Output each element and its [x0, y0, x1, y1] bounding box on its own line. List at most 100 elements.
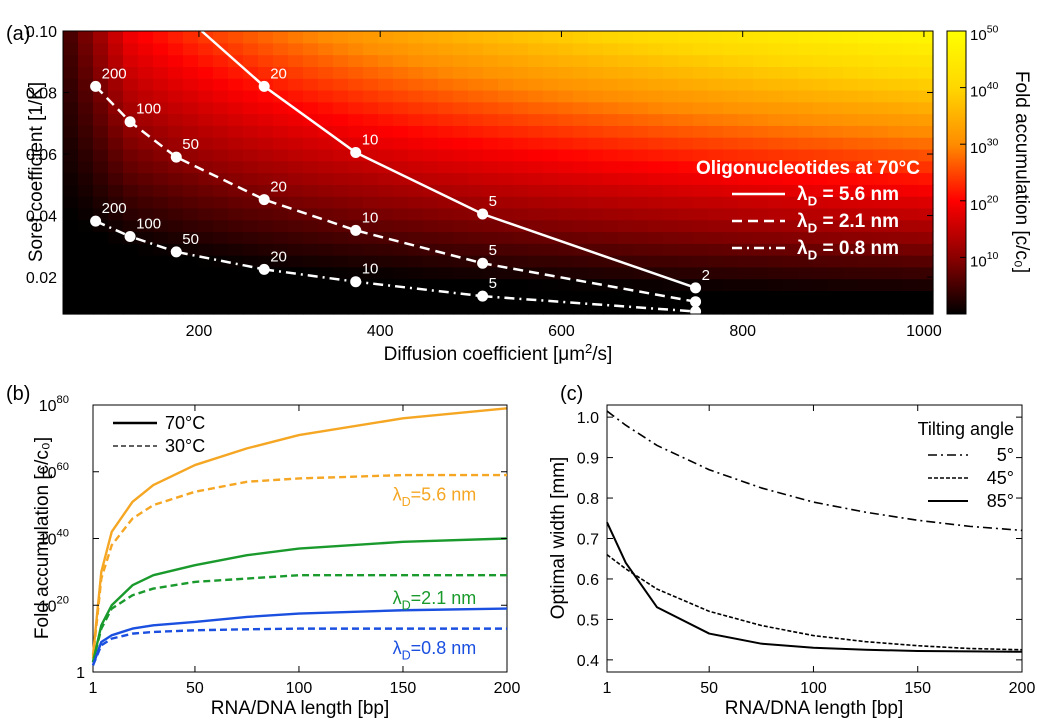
heatmap-cell: [723, 266, 739, 280]
heatmap-cell: [888, 172, 904, 185]
heatmap-cell: [618, 302, 634, 315]
heatmap-cell: [468, 31, 484, 44]
heatmap-cell: [378, 196, 394, 209]
heatmap-cell: [648, 231, 664, 244]
heatmap-cell: [648, 184, 664, 197]
heatmap-cell: [618, 137, 634, 150]
heatmap-cell: [423, 125, 439, 138]
heatmap-cell: [648, 66, 664, 79]
heatmap-cell: [168, 255, 184, 268]
colorbar-label: Fold accumulation [c/c₀]: [1011, 71, 1032, 273]
tick-base: 10: [39, 532, 57, 549]
heatmap-cell: [243, 290, 259, 303]
heatmap-cell: [348, 243, 364, 256]
heatmap-cell: [903, 278, 919, 292]
heatmap-cell: [423, 89, 439, 103]
heatmap-cell: [903, 54, 919, 67]
heatmap-cell: [618, 78, 634, 91]
heatmap-cell: [378, 255, 394, 268]
heatmap-cell: [513, 231, 529, 244]
heatmap-cell: [678, 196, 694, 209]
heatmap-cell: [363, 243, 379, 256]
heatmap-cell: [408, 243, 424, 256]
heatmap-cell: [258, 137, 274, 150]
heatmap-cell: [468, 266, 484, 280]
heatmap-cell: [393, 207, 409, 221]
heatmap-cell: [573, 184, 589, 197]
legend-entry: λD = 2.1 nm: [797, 211, 899, 236]
heatmap-cell: [753, 78, 769, 91]
heatmap-cell: [393, 243, 409, 256]
heatmap-cell: [543, 290, 559, 303]
heatmap-cell: [333, 231, 349, 244]
heatmap-cell: [828, 172, 844, 185]
heatmap-cell: [393, 196, 409, 209]
heatmap-cell: [768, 101, 784, 115]
heatmap-cell: [228, 278, 244, 292]
y-tick-label: 0.9: [577, 451, 599, 468]
heatmap-cell: [603, 207, 619, 221]
heatmap-cell: [843, 66, 859, 79]
heatmap-cell: [423, 31, 439, 44]
label-prefix: λ: [797, 211, 808, 232]
heatmap-cell: [318, 290, 334, 303]
heatmap-cell: [183, 101, 199, 115]
heatmap-cell: [663, 148, 679, 162]
heatmap-cell: [813, 219, 829, 233]
heatmap-cell: [603, 66, 619, 79]
heatmap-cell: [138, 196, 154, 209]
heatmap-cell: [423, 231, 439, 244]
heatmap-cell: [648, 196, 664, 209]
heatmap-cell: [768, 89, 784, 103]
heatmap-cell: [63, 148, 79, 162]
heatmap-cell: [768, 196, 784, 209]
heatmap-cell: [468, 89, 484, 103]
heatmap-cell: [843, 160, 859, 174]
heatmap-cell: [828, 278, 844, 292]
heatmap-cell: [618, 243, 634, 256]
plot-frame: [606, 404, 1023, 673]
heatmap-cell: [603, 101, 619, 115]
heatmap-cell: [153, 66, 169, 79]
heatmap-cell: [708, 207, 724, 221]
heatmap-cell: [663, 137, 679, 150]
heatmap-cell: [138, 101, 154, 115]
heatmap-cell: [528, 207, 544, 221]
heatmap-cell: [123, 302, 139, 315]
heatmap-cell: [213, 219, 229, 233]
heatmap-cell: [633, 54, 649, 67]
series-line-dashed: [91, 574, 507, 663]
heatmap-cell: [363, 207, 379, 221]
heatmap-cell: [723, 255, 739, 268]
panel-label-a: (a): [6, 23, 30, 45]
heatmap-cell: [498, 243, 514, 256]
heatmap-cell: [198, 172, 214, 185]
heatmap-cell: [153, 243, 169, 256]
heatmap-cell: [528, 101, 544, 115]
heatmap-cell: [858, 113, 874, 126]
heatmap-cell: [768, 278, 784, 292]
heatmap-cell: [708, 172, 724, 185]
heatmap-cell: [228, 66, 244, 79]
heatmap-cell: [243, 184, 259, 197]
heatmap-cell: [813, 101, 829, 115]
heatmap-cell: [303, 148, 319, 162]
plot-frame: [62, 30, 934, 315]
heatmap-cell: [258, 66, 274, 79]
heatmap-cell: [258, 42, 274, 56]
heatmap-cell: [888, 196, 904, 209]
heatmap-cell: [183, 125, 199, 138]
x-tick-label: 50: [186, 680, 204, 697]
heatmap-cell: [243, 302, 259, 315]
x-tick-label: 100: [800, 680, 827, 697]
heatmap-cell: [843, 184, 859, 197]
heatmap-cell: [498, 302, 514, 315]
heatmap-cell: [483, 278, 499, 292]
heatmap-cell: [678, 54, 694, 67]
heatmap-cell: [78, 302, 94, 315]
heatmap-cell: [168, 231, 184, 244]
heatmap-cell: [168, 172, 184, 185]
heatmap-cell: [723, 243, 739, 256]
heatmap-cell: [468, 101, 484, 115]
heatmap-cell: [303, 290, 319, 303]
